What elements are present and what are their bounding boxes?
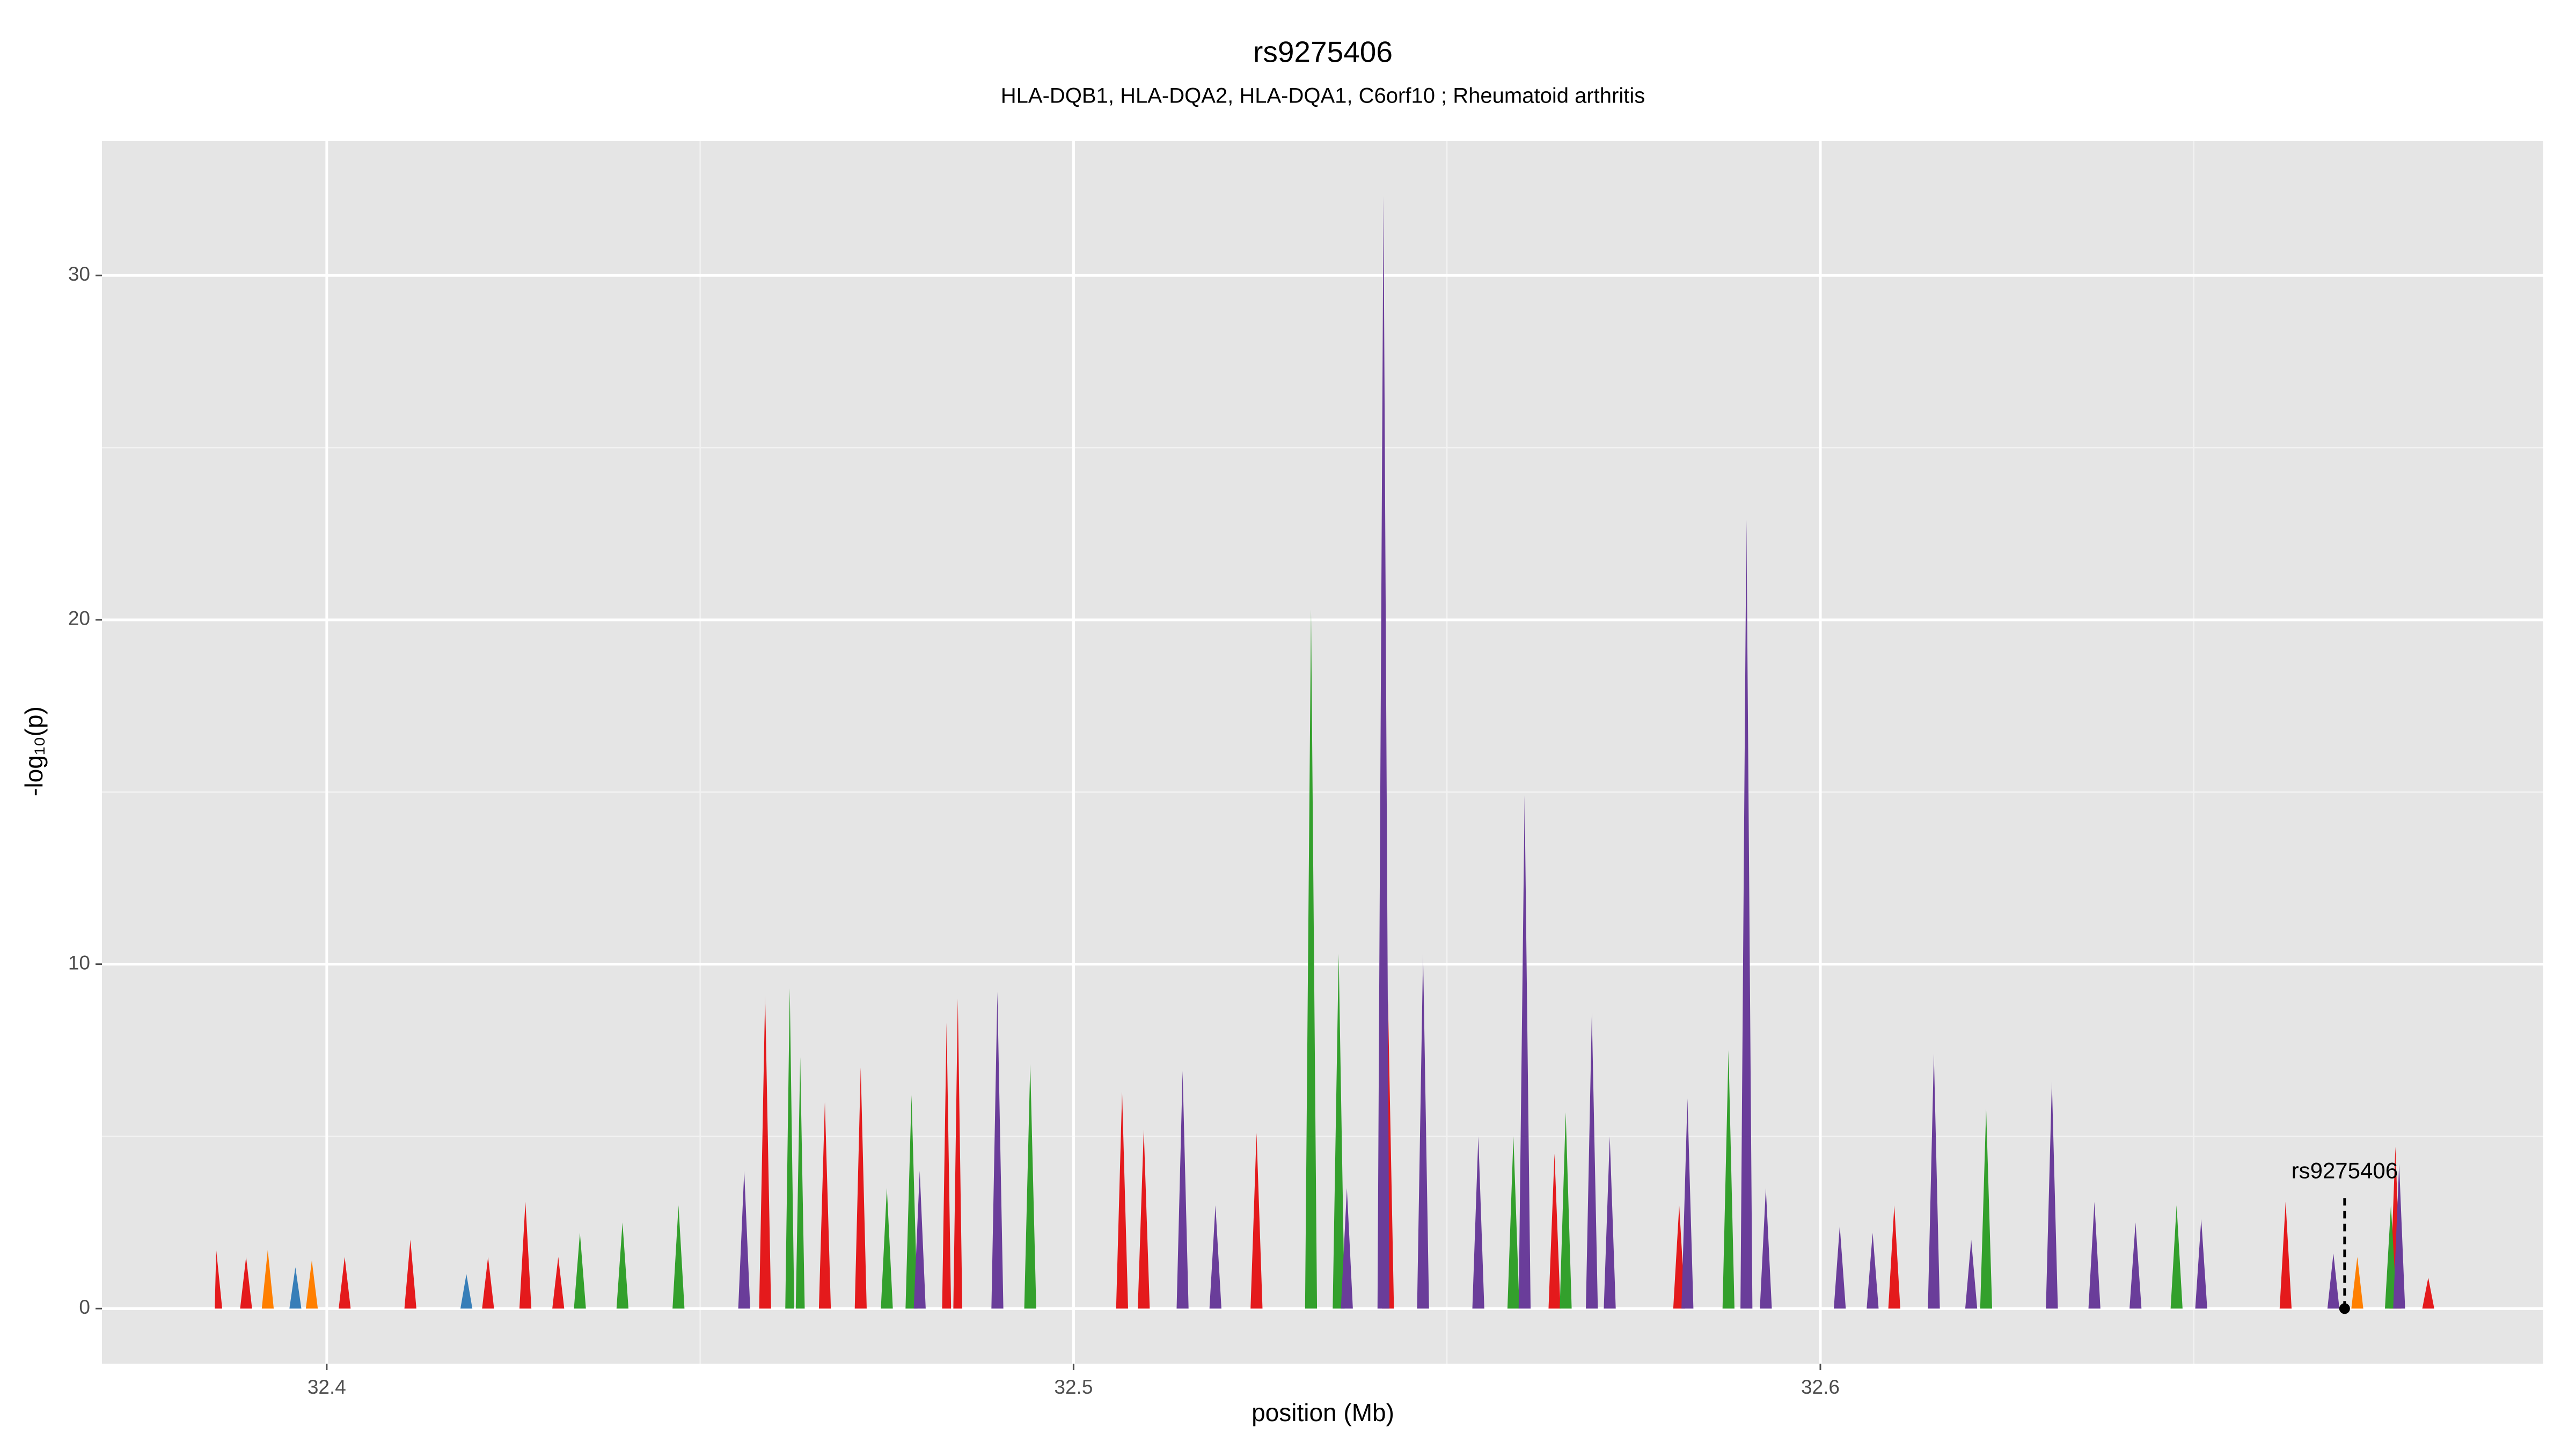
x-axis-label: position (Mb) bbox=[1252, 1399, 1394, 1426]
chart-title: rs9275406 bbox=[1253, 35, 1393, 69]
area-series bbox=[574, 609, 2397, 1309]
annotation-point bbox=[2339, 1303, 2350, 1314]
annotation-label: rs9275406 bbox=[2292, 1158, 2398, 1183]
y-tick-label: 30 bbox=[68, 263, 90, 285]
plot-panel bbox=[102, 141, 2543, 1364]
y-axis-label: -log₁₀(p) bbox=[20, 706, 48, 796]
x-tick-label: 32.5 bbox=[1054, 1376, 1093, 1398]
y-tick-label: 20 bbox=[68, 608, 90, 630]
x-tick-label: 32.6 bbox=[1801, 1376, 1840, 1398]
chart-subtitle: HLA-DQB1, HLA-DQA2, HLA-DQA1, C6orf10 ; … bbox=[1001, 84, 1645, 108]
y-tick-label: 10 bbox=[68, 952, 90, 974]
x-tick-label: 32.4 bbox=[308, 1376, 346, 1398]
y-tick-label: 0 bbox=[79, 1296, 90, 1318]
